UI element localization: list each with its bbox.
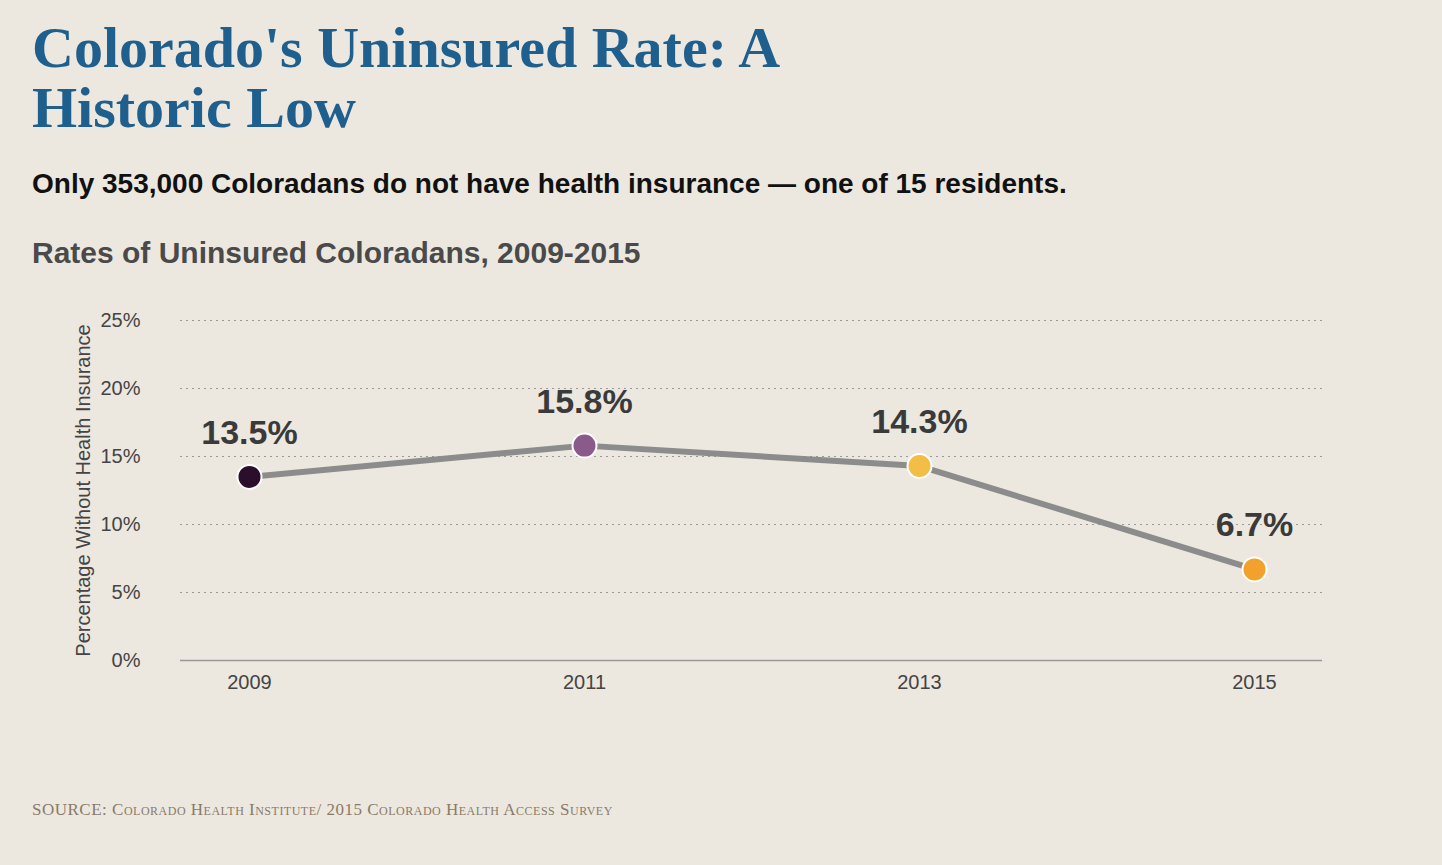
- svg-text:13.5%: 13.5%: [201, 413, 297, 451]
- svg-text:15.8%: 15.8%: [536, 382, 632, 420]
- svg-text:0%: 0%: [112, 649, 141, 671]
- svg-text:2013: 2013: [897, 671, 942, 693]
- svg-text:5%: 5%: [112, 581, 141, 603]
- svg-text:6.7%: 6.7%: [1216, 505, 1294, 543]
- svg-text:20%: 20%: [100, 377, 140, 399]
- html-text:SOURCE: Colorado Health Instit: SOURCE: Colorado Health Institute/ 2015 …: [32, 800, 613, 819]
- svg-text:25%: 25%: [100, 309, 140, 331]
- svg-text:Percentage Without Health Insu: Percentage Without Health Insurance: [72, 324, 94, 656]
- svg-text:2015: 2015: [1232, 671, 1277, 693]
- html-text:Only 353,000 Coloradans do not: Only 353,000 Coloradans do not have heal…: [32, 168, 1067, 199]
- svg-text:2011: 2011: [563, 671, 606, 693]
- svg-text:2009: 2009: [227, 671, 272, 693]
- svg-text:15%: 15%: [100, 445, 140, 467]
- html-text:Colorado's Uninsured Rate: A H: Colorado's Uninsured Rate: A Historic Lo…: [32, 15, 777, 140]
- svg-text:14.3%: 14.3%: [871, 402, 967, 440]
- html-text:Rates of Uninsured Coloradans,: Rates of Uninsured Coloradans, 2009-2015: [32, 236, 641, 269]
- svg-text:10%: 10%: [100, 513, 140, 535]
